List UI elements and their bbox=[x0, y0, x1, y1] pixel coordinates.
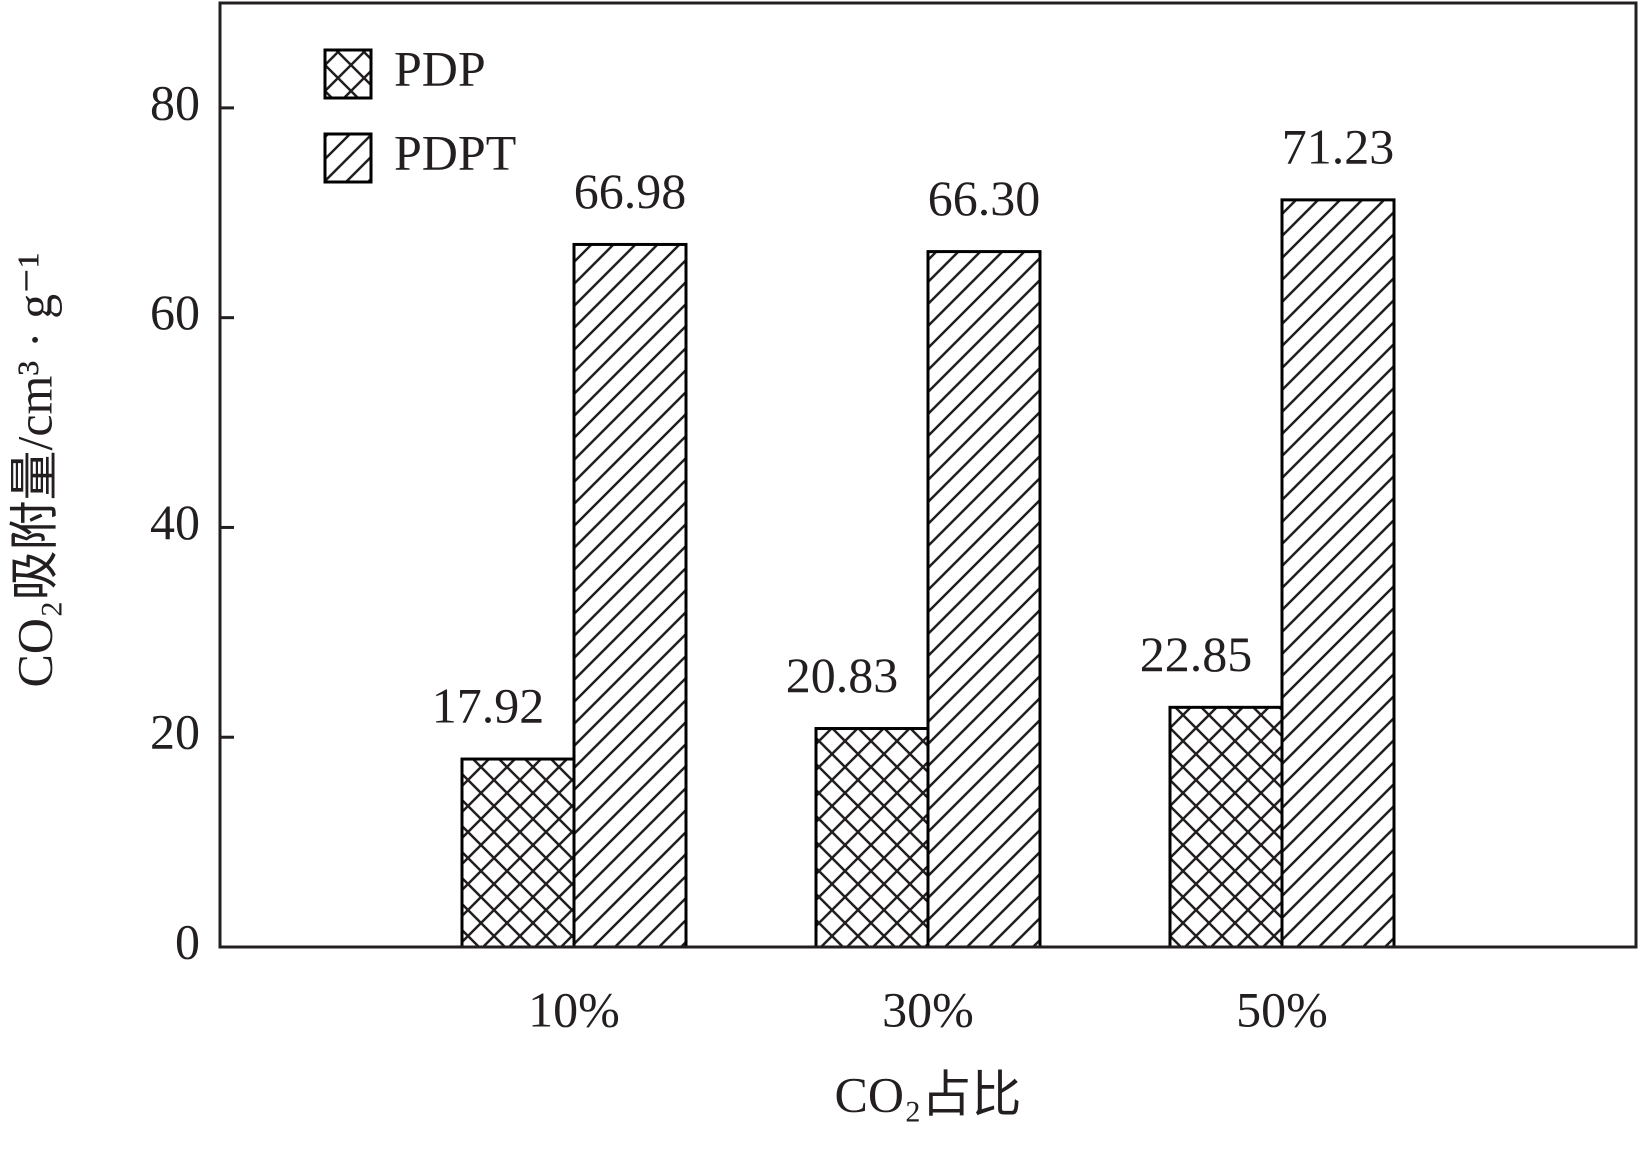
x-tick-label: 50% bbox=[1236, 981, 1328, 1037]
y-tick-label: 60 bbox=[150, 284, 200, 340]
legend-label: PDPT bbox=[394, 124, 516, 180]
value-label: 20.83 bbox=[786, 647, 899, 703]
bar bbox=[1280, 198, 1396, 949]
x-axis-label: CO₂占比 bbox=[835, 1066, 1022, 1122]
legend-swatch bbox=[323, 132, 373, 184]
value-label: 22.85 bbox=[1140, 626, 1253, 682]
x-tick-label: 10% bbox=[528, 981, 620, 1037]
y-tick-label: 20 bbox=[150, 704, 200, 760]
legend-label: PDP bbox=[394, 40, 486, 96]
value-label: 66.98 bbox=[574, 163, 687, 219]
y-tick-label: 0 bbox=[175, 913, 200, 969]
value-label: 71.23 bbox=[1282, 118, 1395, 174]
y-tick-label: 40 bbox=[150, 494, 200, 550]
value-label: 17.92 bbox=[432, 678, 545, 734]
legend-swatch bbox=[323, 48, 373, 100]
x-tick-label: 30% bbox=[882, 981, 974, 1037]
value-label: 66.30 bbox=[928, 170, 1041, 226]
bar bbox=[814, 727, 930, 949]
bar bbox=[460, 757, 576, 949]
y-axis-label: CO₂吸附量/cm³ · g⁻¹ bbox=[6, 253, 62, 688]
bar bbox=[1168, 705, 1284, 949]
bar bbox=[572, 242, 688, 949]
bar bbox=[926, 250, 1042, 949]
y-tick-label: 80 bbox=[150, 74, 200, 130]
plot-frame bbox=[218, 1, 1638, 949]
